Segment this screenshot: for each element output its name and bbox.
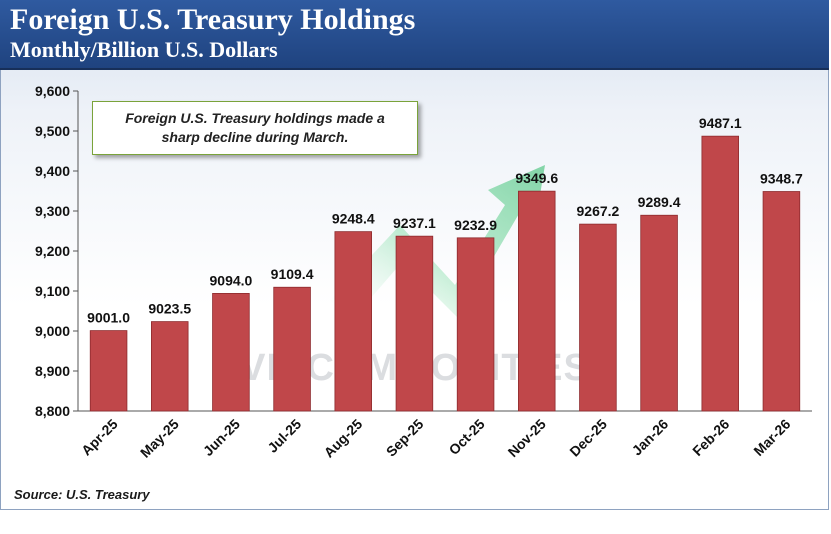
bar-jun-25 xyxy=(212,292,250,412)
x-tick-label: Dec-25 xyxy=(566,416,610,460)
x-tick-label: Mar-26 xyxy=(750,416,793,459)
x-tick-label: Jul-25 xyxy=(264,416,304,456)
bar-mar-26 xyxy=(762,191,801,412)
y-tick-label: 9,100 xyxy=(35,283,70,299)
bar-nov-25 xyxy=(518,190,556,412)
x-tick-label: Sep-25 xyxy=(383,416,427,460)
bar-jul-25 xyxy=(273,286,311,412)
y-tick-label: 9,500 xyxy=(35,123,70,139)
data-label: 9023.5 xyxy=(148,301,191,317)
bar-oct-25 xyxy=(456,237,495,412)
x-tick-label: Nov-25 xyxy=(505,416,549,460)
x-tick-label: Oct-25 xyxy=(446,416,488,458)
data-label: 9289.4 xyxy=(638,194,681,210)
data-label: 9267.2 xyxy=(577,203,620,219)
bar-aug-25 xyxy=(334,231,372,412)
data-label: 9237.1 xyxy=(393,215,436,231)
bar-may-25 xyxy=(150,321,189,412)
chart-subtitle: Monthly/Billion U.S. Dollars xyxy=(10,37,278,62)
annotation-line-2: sharp decline during March. xyxy=(161,129,349,145)
x-tick-label: Apr-25 xyxy=(78,416,121,459)
source-note: Source: U.S. Treasury xyxy=(14,487,150,502)
y-tick-label: 9,300 xyxy=(35,203,70,219)
x-tick-label: Jun-25 xyxy=(200,416,243,459)
x-tick-label: Jan-26 xyxy=(629,416,672,459)
data-label: 9232.9 xyxy=(454,217,497,233)
data-label: 9001.0 xyxy=(87,310,130,326)
watermark-arrow-icon xyxy=(330,165,545,322)
data-label: 9487.1 xyxy=(699,115,742,131)
bar-jan-26 xyxy=(640,214,678,412)
bar-feb-26 xyxy=(701,135,740,412)
y-tick-label: 9,600 xyxy=(35,83,70,99)
y-tick-label: 8,800 xyxy=(35,403,70,419)
data-label: 9349.6 xyxy=(515,170,558,186)
chart-title: Foreign U.S. Treasury Holdings xyxy=(10,3,416,36)
x-tick-label: May-25 xyxy=(137,416,182,461)
y-tick-label: 9,200 xyxy=(35,243,70,259)
data-label: 9094.0 xyxy=(210,272,253,288)
bars xyxy=(89,135,801,412)
bar-sep-25 xyxy=(395,235,434,412)
annotation-line-1: Foreign U.S. Treasury holdings made a xyxy=(125,110,385,126)
data-label: 9348.7 xyxy=(760,171,803,187)
bar-dec-25 xyxy=(579,223,617,412)
x-tick-label: Feb-26 xyxy=(689,416,732,459)
axes: 8,800 8,900 9,000 9,100 9,200 9,300 9,400 9,500… xyxy=(35,83,812,419)
x-tick-label: Aug-25 xyxy=(321,416,366,461)
y-tick-label: 8,900 xyxy=(35,363,70,379)
y-tick-label: 9,400 xyxy=(35,163,70,179)
y-tick-label: 9,000 xyxy=(35,323,70,339)
chart-header: Foreign U.S. Treasury Holdings Monthly/B… xyxy=(0,0,829,70)
data-label: 9248.4 xyxy=(332,211,375,227)
data-label: 9109.4 xyxy=(271,266,314,282)
bar-apr-25 xyxy=(89,330,128,412)
annotation-box: Foreign U.S. Treasury holdings made a sh… xyxy=(92,101,418,155)
